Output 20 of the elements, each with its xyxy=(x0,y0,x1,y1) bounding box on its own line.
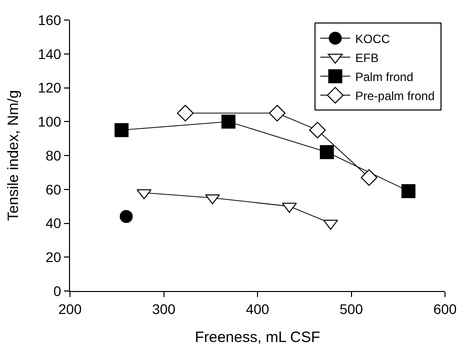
x-tick-label: 600 xyxy=(433,300,457,317)
y-tick-label: 40 xyxy=(46,215,62,232)
y-tick-label: 120 xyxy=(38,80,62,96)
x-tick-label: 200 xyxy=(58,300,82,317)
y-tick-label: 160 xyxy=(38,12,62,28)
x-tick-label: 300 xyxy=(152,300,176,317)
y-tick-label: 60 xyxy=(46,181,62,198)
y-tick-label: 80 xyxy=(46,147,62,164)
y-tick-label: 0 xyxy=(53,282,62,299)
x-tick-label: 400 xyxy=(246,300,270,317)
y-axis-title: Tensile index, Nm/g xyxy=(5,90,22,221)
x-axis-title: Freeness, mL CSF xyxy=(194,328,320,346)
legend-label: KOCC xyxy=(355,32,390,46)
legend-label: Palm frond xyxy=(355,70,414,84)
y-tick-label: 20 xyxy=(46,249,62,266)
y-tick-label: 140 xyxy=(38,46,62,62)
x-tick-label: 500 xyxy=(340,300,364,317)
y-tick-label: 100 xyxy=(38,114,62,130)
legend-label: Pre-palm frond xyxy=(355,88,435,103)
legend-label: EFB xyxy=(355,50,379,65)
